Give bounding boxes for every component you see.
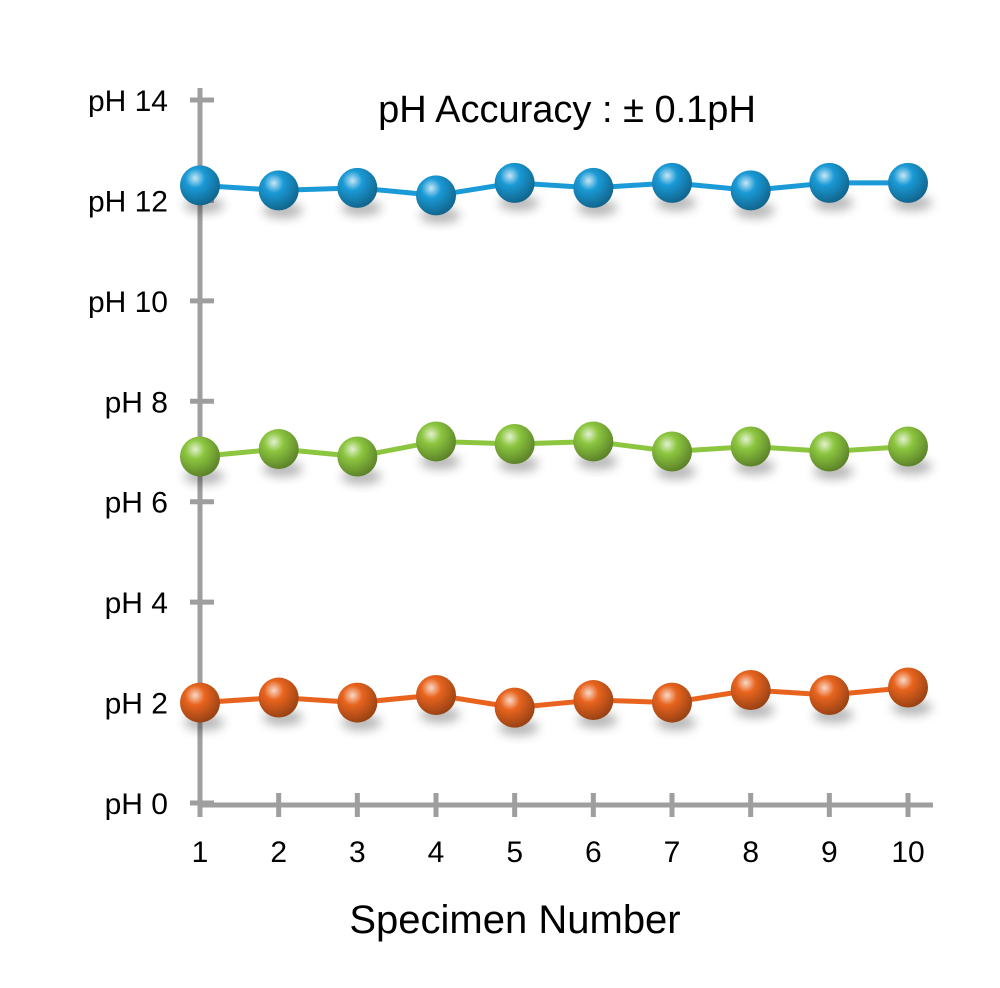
y-tick-label: pH 4 — [105, 587, 168, 620]
data-point — [573, 167, 614, 208]
y-tick-label: pH 14 — [88, 85, 168, 118]
series-3 — [180, 667, 932, 736]
data-point — [652, 682, 692, 723]
data-point — [258, 170, 299, 211]
x-tick-label: 3 — [349, 836, 366, 869]
x-axis-ticks: 1 2 3 4 5 6 7 8 9 10 — [192, 793, 925, 869]
data-point — [809, 162, 850, 203]
y-tick-label: pH 6 — [105, 487, 168, 520]
data-point — [494, 687, 535, 728]
data-point — [180, 682, 220, 723]
data-point — [337, 167, 378, 208]
data-point — [258, 677, 299, 718]
y-tick-label: pH 8 — [105, 386, 168, 419]
data-point — [180, 436, 220, 477]
data-point — [730, 426, 771, 467]
series-line — [199, 685, 909, 711]
x-tick-label: 4 — [428, 836, 445, 869]
data-point — [416, 421, 456, 462]
data-point — [652, 431, 692, 472]
data-point — [809, 675, 850, 716]
data-point — [888, 426, 928, 467]
y-tick-label: pH 12 — [88, 185, 168, 218]
data-point — [730, 670, 771, 711]
data-point — [416, 175, 456, 216]
data-point — [337, 682, 378, 723]
x-tick-label: 9 — [821, 836, 838, 869]
x-tick-label: 1 — [192, 836, 209, 869]
chart-title: pH Accuracy : ± 0.1pH — [378, 89, 756, 131]
data-point — [494, 162, 535, 203]
data-point — [494, 423, 535, 464]
data-point — [573, 680, 614, 721]
x-tick-label: 6 — [585, 836, 602, 869]
data-point — [888, 667, 928, 708]
x-axis-label: Specimen Number — [349, 898, 680, 942]
series-group — [180, 162, 932, 736]
x-tick-label: 5 — [506, 836, 523, 869]
data-point — [180, 165, 220, 206]
x-tick-label: 2 — [270, 836, 287, 869]
series-1 — [180, 162, 932, 224]
series-line — [199, 438, 909, 460]
data-point — [416, 675, 456, 716]
y-tick-label: pH 0 — [105, 788, 168, 821]
y-axis-ticks: pH 0 pH 2 pH 4 pH 6 pH 8 pH 10 pH 12 pH 14 — [88, 85, 214, 821]
data-point — [809, 431, 850, 472]
y-tick-label: pH 2 — [105, 688, 168, 721]
y-tick-label: pH 10 — [88, 286, 168, 319]
data-point — [573, 421, 614, 462]
series-line — [199, 180, 908, 198]
data-point — [888, 162, 928, 203]
data-point — [258, 428, 299, 469]
x-tick-label: 10 — [891, 836, 924, 869]
data-point — [652, 162, 692, 203]
x-tick-label: 8 — [742, 836, 759, 869]
x-tick-label: 7 — [664, 836, 681, 869]
data-point — [730, 170, 771, 211]
series-2 — [180, 421, 932, 485]
data-point — [337, 436, 378, 477]
